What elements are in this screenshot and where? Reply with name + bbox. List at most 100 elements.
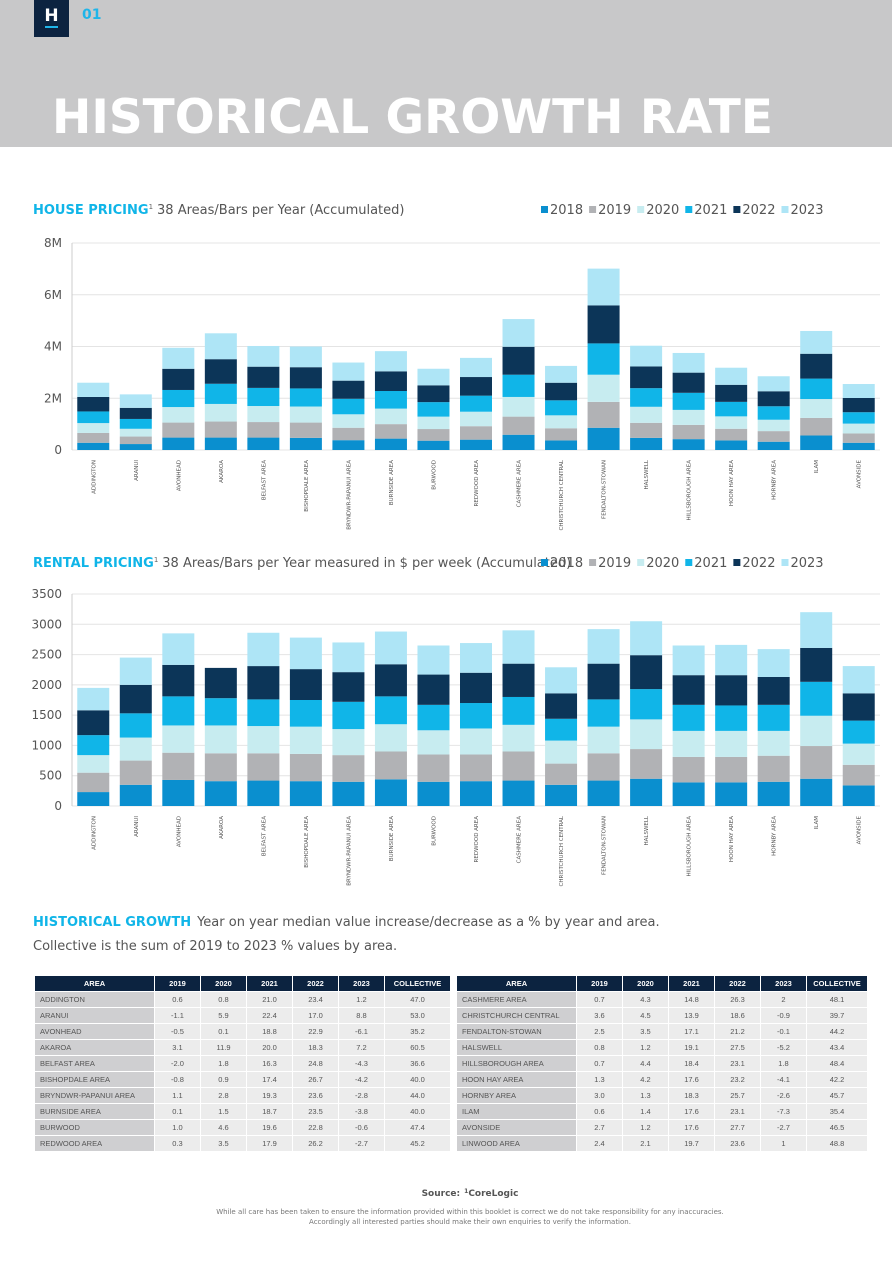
x-tick-label: HILLSBOROUGH AREA <box>687 816 693 877</box>
legend-swatch <box>589 206 597 213</box>
bar-segment <box>162 696 195 726</box>
bar-segment <box>587 726 620 754</box>
value-cell: -4.2 <box>338 1071 385 1088</box>
bar-segment <box>502 780 535 806</box>
value-cell: 18.6 <box>714 1007 761 1024</box>
value-cell: 8.8 <box>338 1007 385 1024</box>
chart-title: RENTAL PRICING <box>33 556 154 571</box>
value-cell: 44.2 <box>806 1023 868 1040</box>
bar-segment <box>247 666 280 700</box>
chart-subtitle: 38 Areas/Bars per Year measured in $ per… <box>162 556 571 571</box>
bar-segment <box>842 384 875 398</box>
value-cell: 0.3 <box>154 1135 201 1152</box>
header-row: AREA 2019 2020 2021 2022 2023 COLLECTIVE <box>34 975 451 992</box>
value-cell: 48.8 <box>806 1135 868 1152</box>
column-header: COLLECTIVE <box>806 975 868 992</box>
table-row: BURNSIDE AREA 0.1 1.5 18.7 23.5 -3.8 40.0 <box>34 1103 451 1120</box>
value-cell: 46.5 <box>806 1119 868 1136</box>
value-cell: -2.0 <box>154 1055 201 1072</box>
table-row: BRYNDWR-PAPANUI AREA 1.1 2.8 19.3 23.6 -2.8 44… <box>34 1087 451 1104</box>
bar-segment <box>119 444 152 450</box>
bar-segment <box>247 699 280 727</box>
bar-segment <box>502 346 535 375</box>
bar-segment <box>119 436 152 445</box>
area-cell: AVONHEAD <box>34 1023 155 1040</box>
bar-segment <box>162 347 195 369</box>
bar-segment <box>800 417 833 436</box>
bar-segment <box>757 730 790 756</box>
y-tick-label: 1000 <box>31 738 62 752</box>
y-tick-label: 0 <box>54 443 62 457</box>
bar-segment <box>162 422 195 438</box>
value-cell: 1.2 <box>622 1119 669 1136</box>
bar-segment <box>715 428 748 441</box>
bar-segment <box>587 753 620 781</box>
value-cell: 4.6 <box>200 1119 247 1136</box>
table-row: ARANUI -1.1 5.9 22.4 17.0 8.8 53.0 <box>34 1007 451 1024</box>
bar-segment <box>672 645 705 676</box>
bar-segment <box>842 433 875 443</box>
value-cell: -2.8 <box>338 1087 385 1104</box>
bar-segment <box>502 396 535 417</box>
bar-segment <box>374 631 407 665</box>
value-cell: 25.7 <box>714 1087 761 1104</box>
bar-segment <box>630 655 663 690</box>
x-tick-label: HALSWELL <box>644 815 650 845</box>
bar-segment <box>545 428 578 441</box>
bar-segment <box>672 730 705 757</box>
table-row: ILAM 0.6 1.4 17.6 23.1 -7.3 35.4 <box>456 1103 868 1120</box>
bar-segment <box>715 675 748 706</box>
bar-segment <box>374 351 407 372</box>
bar-segment <box>247 726 280 754</box>
bar-segment <box>289 367 322 389</box>
bar-segment <box>204 421 237 438</box>
value-cell: 18.7 <box>246 1103 293 1120</box>
bar-segment <box>204 781 237 806</box>
x-tick-label: HORNBY AREA <box>772 816 778 856</box>
value-cell: 1.5 <box>200 1103 247 1120</box>
value-cell: 23.5 <box>292 1103 339 1120</box>
bar-segment <box>800 647 833 682</box>
y-tick-label: 1500 <box>31 708 62 722</box>
value-cell: 17.6 <box>668 1119 715 1136</box>
bar-segment <box>417 440 450 450</box>
bar-segment <box>77 792 110 806</box>
table-row: CASHMERE AREA 0.7 4.3 14.8 26.3 2 48.1 <box>456 991 868 1008</box>
section-title-line: HISTORICAL GROWTH Year on year median val… <box>33 915 660 930</box>
bar-segment <box>757 755 790 782</box>
bar-segment <box>204 698 237 726</box>
bar-segment <box>417 416 450 430</box>
x-tick-label: AVONHEAD <box>176 460 182 491</box>
x-tick-label: ARANUI <box>134 460 140 481</box>
value-cell: 23.6 <box>714 1135 761 1152</box>
y-tick-label: 3500 <box>31 587 62 601</box>
bar-segment <box>119 713 152 738</box>
bar-segment <box>460 754 492 782</box>
legend-swatch <box>781 206 789 213</box>
value-cell: 2.4 <box>576 1135 623 1152</box>
value-cell: 0.6 <box>576 1103 623 1120</box>
bar-segment <box>332 781 365 806</box>
bar-segment <box>204 359 237 384</box>
value-cell: 1.1 <box>154 1087 201 1104</box>
y-tick-label: 8M <box>44 236 62 250</box>
bar-segment <box>715 705 748 731</box>
value-cell: 1.3 <box>622 1087 669 1104</box>
bar-segment <box>417 674 450 705</box>
bar-segment <box>332 427 365 441</box>
column-header: COLLECTIVE <box>384 975 451 992</box>
bar-segment <box>247 422 280 438</box>
bar-segment <box>587 305 620 344</box>
value-cell: 47.0 <box>384 991 451 1008</box>
value-cell: -2.7 <box>338 1135 385 1152</box>
bar-segment <box>374 391 407 409</box>
bar-segment <box>162 779 195 806</box>
bar-segment <box>162 664 195 697</box>
value-cell: -5.2 <box>760 1039 807 1056</box>
bar-segment <box>545 784 578 806</box>
bar-segment <box>800 715 833 747</box>
value-cell: 17.9 <box>246 1135 293 1152</box>
bar-segment <box>715 730 748 757</box>
area-cell: REDWOOD AREA <box>34 1135 155 1152</box>
